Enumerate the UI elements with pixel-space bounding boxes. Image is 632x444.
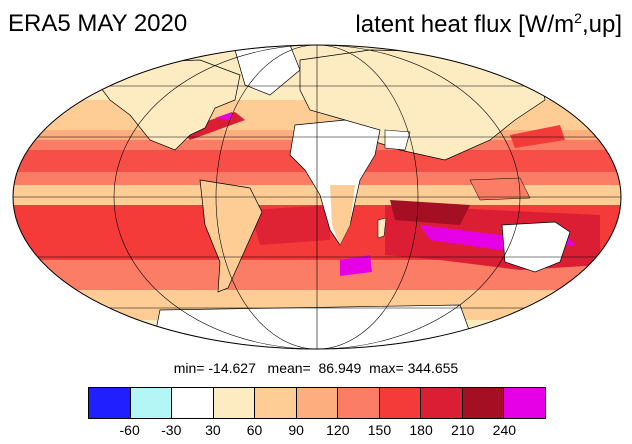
title-left: ERA5 MAY 2020: [8, 10, 188, 37]
title-right-superscript: 2: [574, 10, 582, 26]
map-outline: [12, 44, 622, 350]
colorbar-segment: [379, 388, 422, 418]
australia: [501, 221, 571, 273]
colorbar-tick-label: -60: [119, 422, 140, 438]
colorbar-segment: [462, 388, 505, 418]
title-right-tail: ,up]: [581, 11, 622, 38]
colorbar-ticks: -60 -30 30 60 90 120 150 180 210 240: [0, 422, 632, 442]
colorbar-tick-label: 150: [367, 422, 392, 438]
colorbar-tick-label: 30: [205, 422, 221, 438]
colorbar-segment: [296, 388, 339, 418]
maritime-continent: [469, 177, 531, 201]
colorbar-tick-label: 210: [451, 422, 475, 438]
north-america: [94, 59, 241, 151]
colorbar-segment: [213, 388, 256, 418]
madagascar: [377, 217, 387, 239]
colorbar-segment: [504, 388, 546, 418]
colorbar-segment: [130, 388, 173, 418]
map-projection: [12, 44, 622, 350]
kuroshio: [510, 125, 565, 148]
south-atlantic-high-flux: [250, 205, 330, 245]
colorbar-tick-label: -30: [161, 422, 182, 438]
colorbar-tick-label: 120: [326, 422, 350, 438]
colorbar-tick-label: 180: [409, 422, 433, 438]
colorbar-tick-label: 60: [246, 422, 263, 438]
colorbar: [88, 387, 546, 419]
title-right: latent heat flux [W/m2,up]: [355, 10, 622, 39]
colorbar-segment: [172, 388, 214, 418]
central-africa: [330, 185, 355, 245]
statistics-line: min= -14.627 mean= 86.949 max= 344.655: [173, 360, 459, 376]
indian-ocean-peak: [390, 200, 470, 225]
agulhas-peak: [340, 255, 372, 276]
south-america: [199, 179, 263, 293]
antarctica: [149, 304, 481, 349]
colorbar-segment: [421, 388, 463, 418]
arabia: [384, 129, 411, 151]
colorbar-segment: [338, 388, 380, 418]
colorbar-segment: [89, 388, 131, 418]
gulf-stream-peak: [215, 112, 232, 120]
title-right-main: latent heat flux [W/m: [355, 11, 575, 38]
colorbar-segment: [255, 388, 297, 418]
colorbar-tick-label: 90: [288, 422, 304, 438]
colorbar-tick-label: 240: [492, 422, 517, 438]
